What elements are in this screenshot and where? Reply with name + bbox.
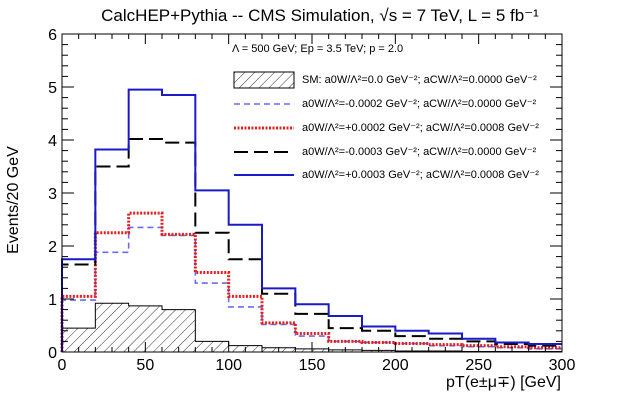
y-axis-label: Events/20 GeV bbox=[5, 146, 22, 254]
y-tick-label-0: 0 bbox=[48, 345, 57, 362]
y-tick-label-1: 1 bbox=[48, 292, 57, 309]
sm-bin-3 bbox=[162, 309, 196, 352]
series-3-histogram bbox=[61, 137, 562, 352]
y-tick-label-3: 3 bbox=[48, 186, 57, 203]
y-tick-label-4: 4 bbox=[48, 133, 57, 150]
x-tick-label-100: 100 bbox=[215, 357, 242, 374]
legend-swatch-0 bbox=[233, 71, 295, 89]
y-tick-label-6: 6 bbox=[48, 27, 57, 44]
x-axis-label: pT(e±μ∓) [GeV] bbox=[446, 374, 561, 391]
sm-bin-1 bbox=[95, 303, 129, 352]
chart-title: CalcHEP+Pythia -- CMS Simulation, √s = 7… bbox=[101, 6, 539, 25]
x-tick-label-0: 0 bbox=[58, 357, 67, 374]
x-tick-label-250: 250 bbox=[465, 357, 492, 374]
x-tick-label-200: 200 bbox=[382, 357, 409, 374]
legend-label-2: a0W/Λ²=+0.0002 GeV⁻²; aCW/Λ²=0.0008 GeV⁻… bbox=[302, 122, 539, 134]
sm-bin-0 bbox=[62, 328, 96, 352]
series-4-histogram bbox=[61, 88, 562, 352]
x-tick-label-150: 150 bbox=[299, 357, 326, 374]
x-tick-label-50: 50 bbox=[136, 357, 154, 374]
legend-label-0: SM: a0W/Λ²=0.0 GeV⁻²; aCW/Λ²=0.0000 GeV⁻… bbox=[302, 74, 537, 86]
series-1-histogram bbox=[61, 226, 562, 352]
y-tick-label-2: 2 bbox=[48, 239, 57, 256]
y-tick-label-5: 5 bbox=[48, 80, 57, 97]
legend-label-4: a0W/Λ²=+0.0003 GeV⁻²; aCW/Λ²=0.0008 GeV⁻… bbox=[302, 169, 539, 181]
legend-label-3: a0W/Λ²=-0.0003 GeV⁻²; aCW/Λ²=0.0000 GeV⁻… bbox=[302, 146, 537, 158]
x-tick-label-300: 300 bbox=[549, 357, 576, 374]
sm-bin-4 bbox=[195, 341, 229, 352]
series-2-histogram bbox=[60, 211, 562, 352]
parameter-annotation: Λ = 500 GeV; Ep = 3.5 TeV; p = 2.0 bbox=[232, 43, 404, 55]
legend-label-1: a0W/Λ²=-0.0002 GeV⁻²; aCW/Λ²=0.0000 GeV⁻… bbox=[302, 98, 537, 110]
